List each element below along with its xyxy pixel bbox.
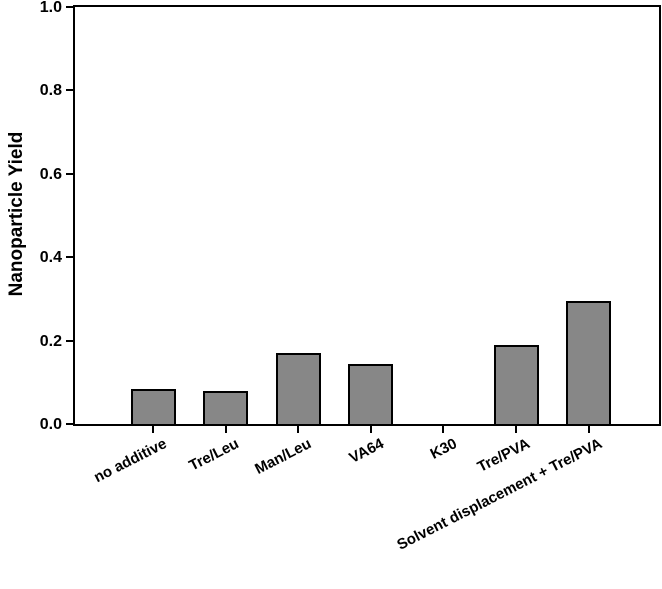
y-tick-label: 0.8	[39, 82, 62, 100]
x-axis-tick	[297, 426, 300, 433]
y-axis-tick	[66, 6, 74, 8]
y-tick-label: 1.0	[39, 0, 62, 16]
y-axis-tick	[66, 339, 74, 342]
y-axis-tick	[66, 256, 74, 259]
y-axis-tick	[66, 172, 74, 175]
bar-tre-leu	[203, 391, 249, 424]
x-tick-label-va64: VA64	[346, 435, 388, 467]
x-axis-tick	[224, 426, 227, 433]
x-axis-tick	[152, 426, 154, 433]
bar-tre-pva	[493, 345, 539, 424]
y-axis-tick	[66, 423, 74, 425]
plot-area	[73, 5, 661, 426]
x-tick-label-k30: K30	[427, 435, 460, 463]
y-axis-tick	[66, 89, 74, 92]
y-axis-title: Nanoparticle Yield	[6, 131, 27, 297]
bar-solvent-displacement-tre-pva	[566, 301, 612, 424]
bar-man-leu	[275, 353, 321, 424]
y-tick-label: 0.4	[39, 249, 62, 267]
x-axis-tick	[515, 426, 517, 433]
x-tick-label-tre-pva: Tre/PVA	[474, 435, 533, 476]
x-axis-tick	[442, 426, 445, 433]
y-tick-label: 0.6	[39, 165, 62, 183]
x-axis-tick	[587, 426, 590, 433]
x-tick-label-no-additive: no additive	[90, 435, 170, 487]
x-tick-label-tre-leu: Tre/Leu	[186, 435, 242, 475]
x-axis-tick	[369, 426, 372, 433]
x-tick-label-man-leu: Man/Leu	[252, 435, 315, 478]
y-tick-label: 0.0	[39, 416, 62, 433]
bar-va64	[348, 364, 394, 424]
y-tick-label: 0.2	[39, 332, 62, 350]
bar-no-additive	[130, 389, 176, 424]
